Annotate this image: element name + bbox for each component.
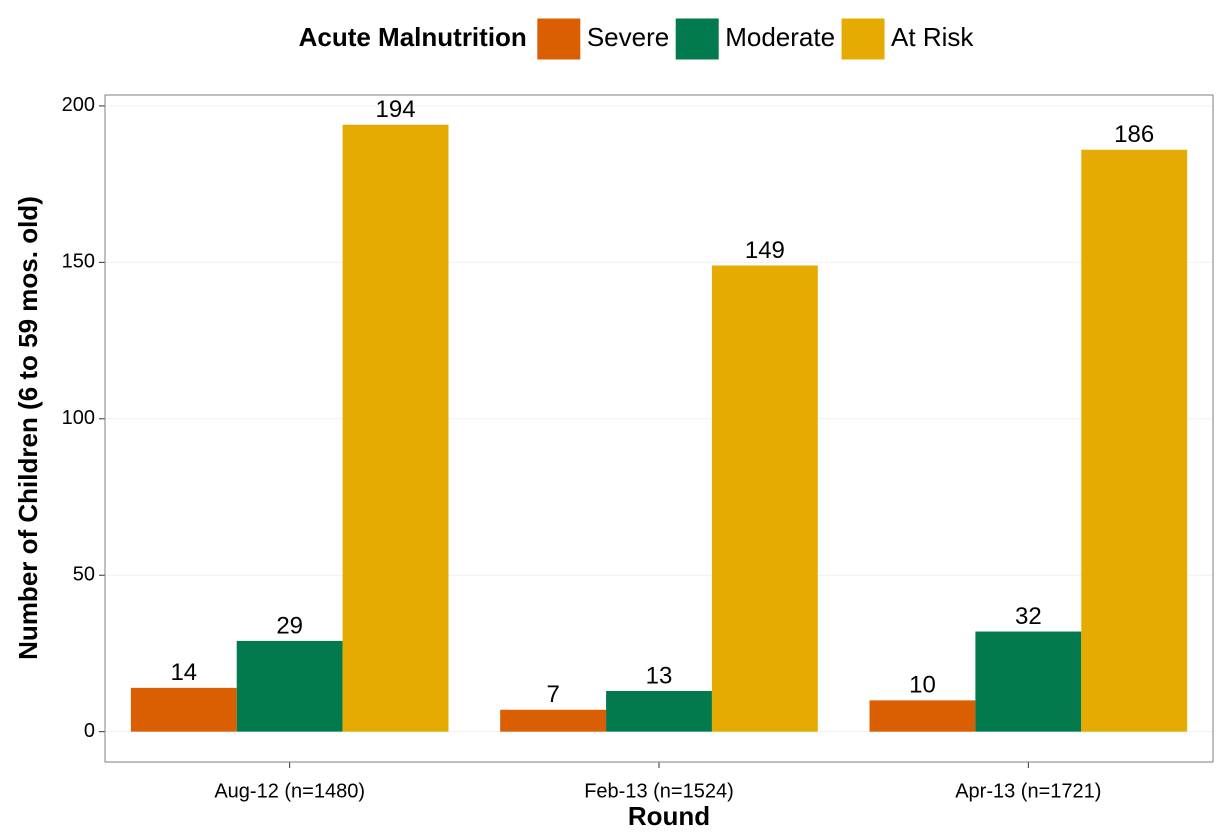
legend-swatch	[536, 17, 582, 61]
y-tick-label: 50	[73, 564, 95, 586]
y-tick-label: 150	[62, 251, 95, 273]
legend-label: At Risk	[891, 22, 974, 52]
y-tick-label: 100	[62, 407, 95, 429]
data-label: 13	[646, 662, 673, 689]
bar	[975, 631, 1082, 732]
data-label: 149	[745, 237, 785, 264]
data-label: 10	[909, 672, 936, 699]
legend-title: Acute Malnutrition	[299, 22, 527, 52]
bar	[606, 690, 712, 732]
bar	[500, 709, 607, 732]
bar	[236, 640, 343, 732]
bar	[130, 687, 237, 732]
x-tick-label: Feb-13 (n=1524)	[584, 780, 734, 802]
legend-label: Severe	[587, 22, 669, 52]
x-tick-label: Aug-12 (n=1480)	[214, 780, 365, 802]
data-label: 29	[276, 612, 303, 639]
legend-swatch	[840, 17, 886, 61]
x-axis-label: Round	[628, 801, 710, 831]
bar	[869, 700, 976, 732]
data-label: 194	[376, 96, 416, 123]
bar	[342, 124, 449, 732]
y-axis-label: Number of Children (6 to 59 mos. old)	[13, 196, 43, 660]
x-tick-label: Apr-13 (n=1721)	[955, 780, 1101, 802]
data-label: 7	[546, 681, 559, 708]
bar	[1081, 149, 1188, 732]
legend-swatch	[674, 17, 720, 61]
plot-border	[104, 94, 1214, 763]
y-tick-label: 200	[62, 94, 95, 116]
legend-label: Moderate	[725, 22, 835, 52]
data-label: 32	[1015, 603, 1042, 630]
bar	[711, 265, 818, 732]
y-tick-label: 0	[84, 720, 95, 742]
data-label: 186	[1114, 121, 1154, 148]
data-label: 14	[170, 659, 197, 686]
